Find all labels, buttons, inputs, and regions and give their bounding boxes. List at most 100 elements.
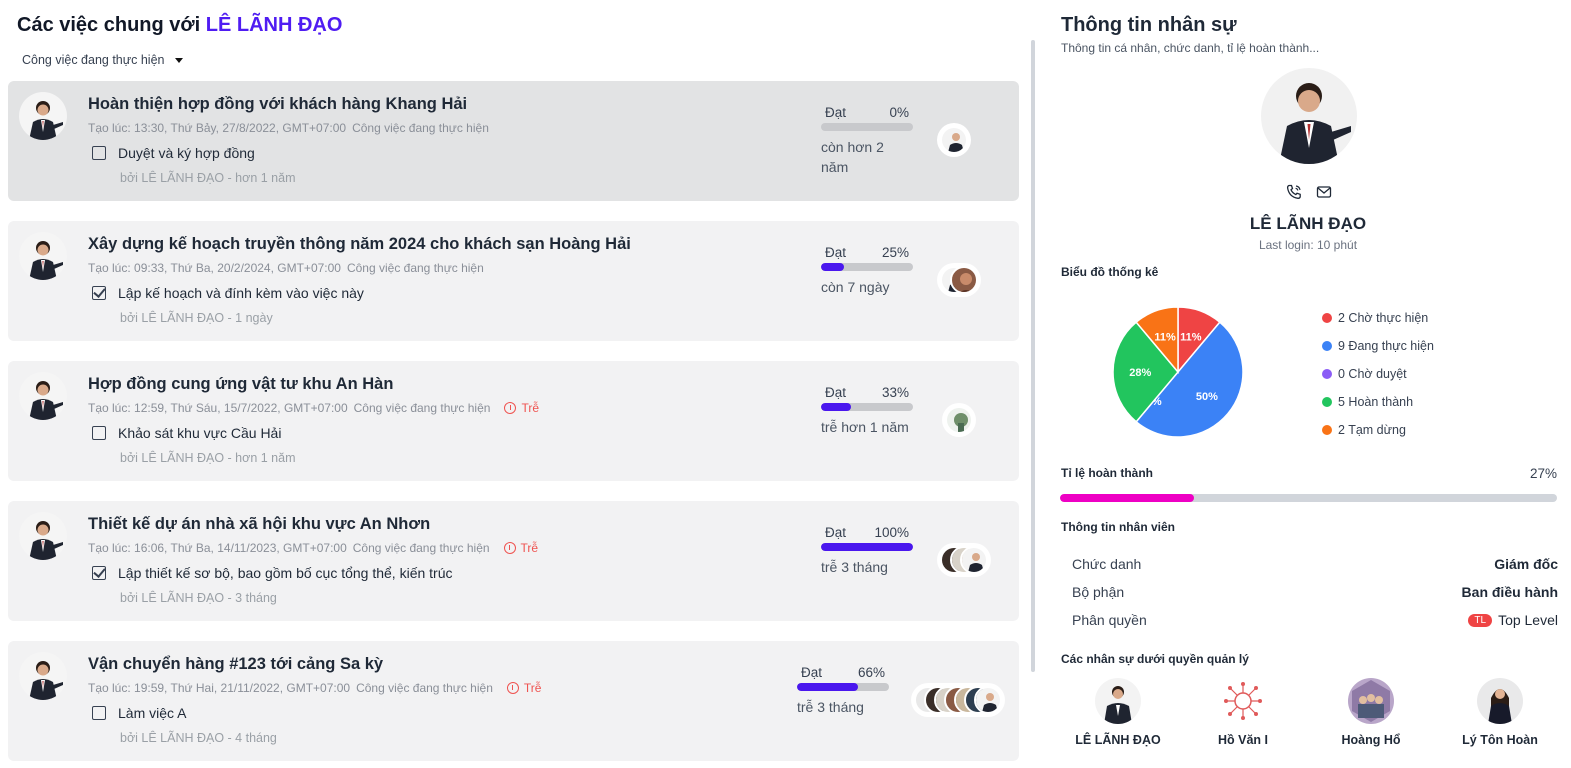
phone-icon[interactable]	[1286, 184, 1302, 205]
task-members[interactable]	[937, 543, 991, 577]
contact-icons	[1286, 184, 1332, 205]
task-meta: Tạo lúc: 16:06, Thứ Ba, 14/11/2023, GMT+…	[88, 541, 538, 555]
avatar	[1095, 678, 1141, 724]
task-status: Công việc đang thực hiện	[356, 681, 493, 695]
subtask: Lập thiết kế sơ bộ, bao gồm bố cục tổng …	[92, 565, 453, 581]
legend-item[interactable]: 5 Hoàn thành	[1322, 388, 1434, 416]
progress-value: 100%	[874, 525, 909, 540]
task-card[interactable]: Hoàn thiện hợp đồng với khách hàng Khang…	[8, 81, 1019, 201]
checkbox[interactable]	[92, 426, 106, 440]
member-avatar	[940, 126, 968, 154]
task-title[interactable]: Thiết kế dự án nhà xã hội khu vực An Nhơ…	[88, 515, 431, 533]
legend-item[interactable]: 2 Tạm dừng	[1322, 416, 1434, 444]
task-card[interactable]: Thiết kế dự án nhà xã hội khu vực An Nhơ…	[8, 501, 1019, 621]
task-members[interactable]	[937, 123, 971, 157]
alert-icon	[506, 682, 519, 694]
subordinate-item[interactable]: Hoàng Hổ	[1311, 678, 1431, 747]
pie-slice-label: 11%	[1180, 332, 1202, 344]
progress-fill	[797, 683, 858, 691]
task-title[interactable]: Vận chuyển hàng #123 tới cảng Sa kỳ	[88, 655, 384, 673]
task-card[interactable]: Hợp đồng cung ứng vật tư khu An Hàn Tạo …	[8, 361, 1019, 481]
task-members[interactable]	[937, 263, 981, 297]
progress-label: Đạt	[825, 525, 847, 540]
task-author: bởi LÊ LÃNH ĐẠO - 1 ngày	[120, 311, 273, 325]
page-title-person[interactable]: LÊ LÃNH ĐẠO	[205, 14, 343, 36]
progress-bar	[821, 263, 913, 271]
member-avatar	[960, 546, 988, 574]
progress-value: 33%	[881, 385, 909, 400]
info-label: Phân quyền	[1072, 612, 1147, 628]
task-title[interactable]: Hoàn thiện hợp đồng với khách hàng Khang…	[88, 95, 468, 113]
avatar	[1220, 678, 1266, 724]
task-status: Công việc đang thực hiện	[352, 121, 489, 135]
subtask-label: Duyệt và ký hợp đồng	[118, 145, 255, 161]
profile-avatar	[1261, 68, 1357, 164]
alert-icon	[503, 542, 516, 554]
completion-rate-fill	[1060, 494, 1195, 502]
completion-rate-bar	[1060, 494, 1557, 502]
legend-item[interactable]: 2 Chờ thực hiện	[1322, 304, 1434, 332]
avatar	[19, 232, 67, 280]
progress-value: 25%	[881, 245, 909, 260]
pie-slice[interactable]	[1135, 306, 1179, 375]
avatar	[19, 652, 67, 700]
avatar	[19, 512, 67, 560]
mail-icon[interactable]	[1316, 184, 1332, 205]
legend-label: 9 Đang thực hiện	[1338, 339, 1434, 353]
subordinate-name: Lý Tôn Hoàn	[1462, 733, 1538, 747]
task-card[interactable]: Vận chuyển hàng #123 tới cảng Sa kỳ Tạo …	[8, 641, 1019, 761]
task-created-at: Tạo lúc: 13:30, Thứ Bảy, 27/8/2022, GMT+…	[88, 121, 347, 135]
avatar	[19, 92, 67, 140]
pie-slice[interactable]	[1112, 321, 1179, 423]
legend-label: 2 Tạm dừng	[1338, 423, 1406, 437]
task-title[interactable]: Hợp đồng cung ứng vật tư khu An Hàn	[88, 375, 394, 393]
legend-item[interactable]: 0 Chờ duyệt	[1322, 360, 1434, 388]
task-filter-dropdown[interactable]: Công việc đang thực hiện	[22, 53, 183, 67]
task-author: bởi LÊ LÃNH ĐẠO - 3 tháng	[120, 591, 277, 605]
profile-title: Thông tin nhân sự	[1061, 14, 1237, 36]
progress-bar	[821, 403, 913, 411]
legend-item[interactable]: 9 Đang thực hiện	[1322, 332, 1434, 360]
subordinate-item[interactable]: Lý Tôn Hoàn	[1440, 678, 1560, 747]
status-pie-chart: 11%50%0%28%11%	[1108, 302, 1248, 442]
permission-badge: TL	[1468, 613, 1493, 627]
alert-icon	[504, 402, 517, 414]
legend-label: 2 Chờ thực hiện	[1338, 311, 1429, 325]
subordinate-name: Hồ Văn I	[1217, 733, 1268, 747]
task-remaining: trễ 3 tháng	[797, 699, 864, 715]
legend-label: 0 Chờ duyệt	[1338, 367, 1407, 381]
pie-slice-label: 28%	[1129, 367, 1151, 379]
task-meta: Tạo lúc: 09:33, Thứ Ba, 20/2/2024, GMT+0…	[88, 261, 484, 275]
subordinate-item[interactable]: Hồ Văn I	[1183, 678, 1303, 747]
task-members[interactable]	[911, 683, 1005, 717]
page-title: Các việc chung với LÊ LÃNH ĐẠO	[17, 14, 342, 37]
checkbox-checked[interactable]	[92, 566, 106, 580]
progress-fill	[821, 263, 844, 271]
task-members[interactable]	[942, 403, 976, 437]
info-row-department: Bộ phận Ban điều hành	[1072, 584, 1558, 600]
task-remaining: còn 7 ngày	[821, 279, 890, 295]
task-meta: Tạo lúc: 13:30, Thứ Bảy, 27/8/2022, GMT+…	[88, 121, 489, 135]
checkbox-checked[interactable]	[92, 286, 106, 300]
pie-slice-label: 11%	[1154, 332, 1176, 344]
task-title[interactable]: Xây dựng kế hoạch truyền thông năm 2024 …	[88, 235, 631, 253]
checkbox[interactable]	[92, 706, 106, 720]
late-badge: Trễ	[504, 401, 539, 415]
progress-label: Đạt	[801, 665, 823, 680]
checkbox[interactable]	[92, 146, 106, 160]
task-remaining: trễ hơn 1 năm	[821, 419, 909, 435]
subordinate-item[interactable]: LÊ LÃNH ĐẠO	[1058, 678, 1178, 747]
progress-fill	[821, 543, 913, 551]
info-row-permission: Phân quyền TL Top Level	[1072, 612, 1558, 628]
pie-slice[interactable]	[1135, 321, 1244, 438]
scrollbar[interactable]	[1031, 40, 1035, 672]
legend-label: 5 Hoàn thành	[1338, 395, 1414, 409]
info-value: Ban điều hành	[1461, 584, 1558, 600]
rate-section-title: Tỉ lệ hoàn thành	[1061, 466, 1153, 480]
task-remaining: còn hơn 2 năm	[821, 139, 884, 175]
shared-tasks-panel: Các việc chung với LÊ LÃNH ĐẠO Công việc…	[0, 0, 1030, 768]
late-label: Trễ	[520, 541, 539, 555]
task-card[interactable]: Xây dựng kế hoạch truyền thông năm 2024 …	[8, 221, 1019, 341]
progress-bar	[821, 123, 913, 131]
